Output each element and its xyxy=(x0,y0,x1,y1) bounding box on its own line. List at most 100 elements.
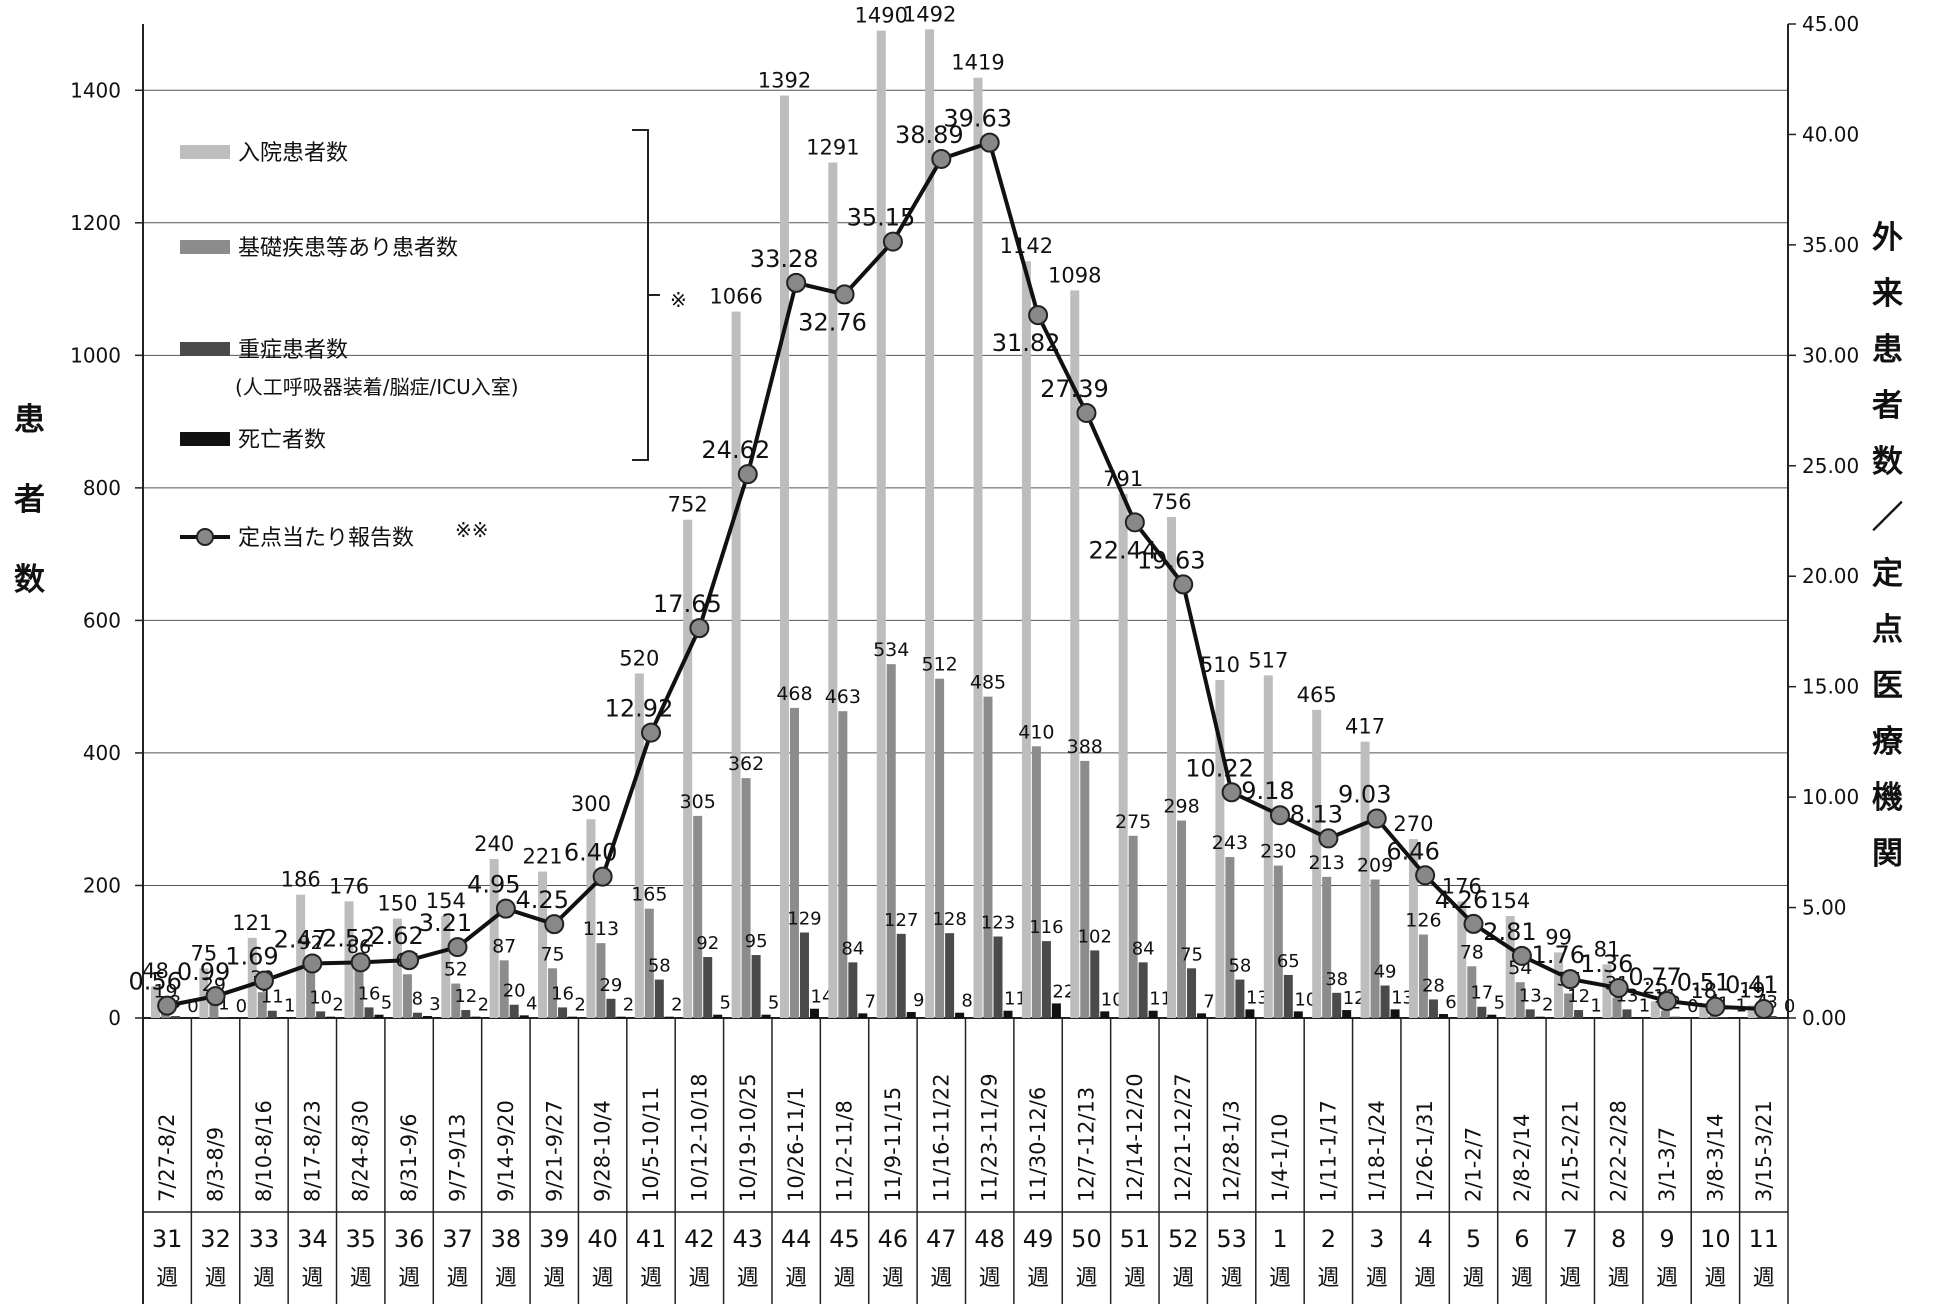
category-label: 8/3-8/9 xyxy=(204,1127,228,1202)
legend-note-single: ※ xyxy=(670,288,687,312)
category-label: 12/14-12/20 xyxy=(1123,1073,1147,1202)
label-severe: 8 xyxy=(412,989,423,1010)
label-deaths: 9 xyxy=(913,990,924,1011)
label-underlying: 298 xyxy=(1163,796,1199,818)
week-number: 45 xyxy=(829,1225,860,1253)
y-left-tick-label: 1200 xyxy=(70,211,121,235)
y-left-tick-label: 400 xyxy=(83,741,121,765)
label-severe: 84 xyxy=(1132,938,1155,959)
label-underlying: 305 xyxy=(680,791,716,813)
line-marker xyxy=(786,272,807,293)
label-hospitalized: 186 xyxy=(281,868,321,892)
y-right-tick-label: 40.00 xyxy=(1802,122,1859,146)
bar-hospitalized xyxy=(1118,493,1128,1018)
label-severe: 16 xyxy=(358,983,381,1004)
bar-severe xyxy=(654,979,664,1018)
bar-severe xyxy=(1622,1009,1632,1018)
bar-severe xyxy=(1719,1017,1729,1018)
bar-severe xyxy=(1235,979,1245,1018)
category-label: 12/21-12/27 xyxy=(1171,1073,1195,1202)
label-deaths: 5 xyxy=(719,993,730,1014)
category-label: 9/28-10/4 xyxy=(591,1100,615,1202)
week-unit: 週 xyxy=(253,1266,275,1291)
bar-hospitalized xyxy=(634,673,644,1018)
category-label: 9/21-9/27 xyxy=(542,1100,566,1202)
label-hospitalized: 19 xyxy=(1739,978,1766,1002)
label-severe: 49 xyxy=(1374,962,1397,983)
label-underlying: 362 xyxy=(728,753,764,775)
week-unit: 週 xyxy=(1027,1266,1049,1291)
line-value-label: 38.89 xyxy=(895,121,964,149)
week-number: 37 xyxy=(442,1225,473,1253)
bar-hospitalized xyxy=(441,915,451,1018)
week-number: 41 xyxy=(636,1225,667,1253)
bar-hospitalized xyxy=(1699,1006,1709,1018)
bar-underlying xyxy=(693,815,703,1018)
label-underlying: 86 xyxy=(347,936,371,958)
legend-note-double: ※※ xyxy=(455,518,489,542)
line-value-label: 32.76 xyxy=(798,308,867,336)
label-deaths: 8 xyxy=(961,991,972,1012)
bar-severe xyxy=(1283,974,1293,1018)
category-label: 2/15-2/21 xyxy=(1558,1100,1582,1202)
line-value-label: 0.99 xyxy=(177,958,230,986)
label-hospitalized: 1142 xyxy=(1000,234,1053,258)
line-marker xyxy=(399,950,420,971)
week-unit: 週 xyxy=(1172,1266,1194,1291)
bar-deaths xyxy=(326,1016,336,1018)
y-left-tick-label: 200 xyxy=(83,873,121,897)
bar-deaths xyxy=(1003,1010,1013,1018)
bar-deaths xyxy=(1293,1011,1303,1018)
bar-hospitalized xyxy=(392,918,402,1018)
week-number: 48 xyxy=(974,1225,1005,1253)
category-label: 8/31-9/6 xyxy=(397,1113,421,1202)
category-label: 1/4-1/10 xyxy=(1268,1113,1292,1202)
category-label: 11/9-11/15 xyxy=(881,1087,905,1202)
label-deaths: 0 xyxy=(1687,996,1698,1017)
bar-underlying xyxy=(1660,1010,1670,1018)
line-value-label: 1.76 xyxy=(1532,941,1585,969)
label-hospitalized: 221 xyxy=(523,845,563,869)
y-axis-left-title-char: 患 xyxy=(14,402,45,438)
line-marker xyxy=(447,937,468,958)
line-value-label: 8.13 xyxy=(1290,800,1343,828)
line-marker xyxy=(1463,913,1484,934)
bar-hospitalized xyxy=(1505,915,1515,1018)
bar-hospitalized xyxy=(1650,1001,1660,1018)
label-underlying: 388 xyxy=(1067,736,1103,758)
line-marker xyxy=(1657,990,1678,1011)
line-marker xyxy=(495,898,516,919)
line-value-label: 17.65 xyxy=(653,590,722,618)
label-hospitalized: 1392 xyxy=(758,69,811,93)
week-unit: 週 xyxy=(350,1266,372,1291)
bar-underlying xyxy=(402,974,412,1018)
bar-deaths xyxy=(1632,1017,1642,1018)
bar-severe xyxy=(945,933,955,1018)
week-number: 33 xyxy=(249,1225,280,1253)
label-underlying: 468 xyxy=(776,683,812,705)
week-unit: 週 xyxy=(834,1266,856,1291)
bar-severe xyxy=(1041,941,1051,1018)
bar-severe xyxy=(1477,1006,1487,1018)
legend-label-severe-detail: (人工呼吸器装着/脳症/ICU入室) xyxy=(235,375,519,399)
label-deaths: 0 xyxy=(236,996,247,1017)
bar-underlying xyxy=(209,998,219,1018)
week-unit: 週 xyxy=(446,1266,468,1291)
y-axis-right-title-char: 関 xyxy=(1872,836,1903,872)
line-value-label: 35.15 xyxy=(847,204,916,232)
label-underlying: 92 xyxy=(299,932,323,954)
week-unit: 週 xyxy=(156,1266,178,1291)
category-label: 11/2-11/8 xyxy=(833,1100,857,1202)
label-hospitalized: 240 xyxy=(474,832,514,856)
bar-severe xyxy=(1090,950,1100,1018)
line-value-label: 10.22 xyxy=(1185,754,1254,782)
week-number: 32 xyxy=(200,1225,231,1253)
bar-hospitalized xyxy=(925,29,935,1019)
bar-underlying xyxy=(257,992,267,1018)
bar-deaths xyxy=(1584,1017,1594,1018)
category-label: 2/22-2/28 xyxy=(1607,1100,1631,1202)
label-severe: 58 xyxy=(648,956,671,977)
label-hospitalized: 300 xyxy=(571,792,611,816)
line-value-label: 4.95 xyxy=(467,871,520,899)
line-marker xyxy=(689,618,710,639)
